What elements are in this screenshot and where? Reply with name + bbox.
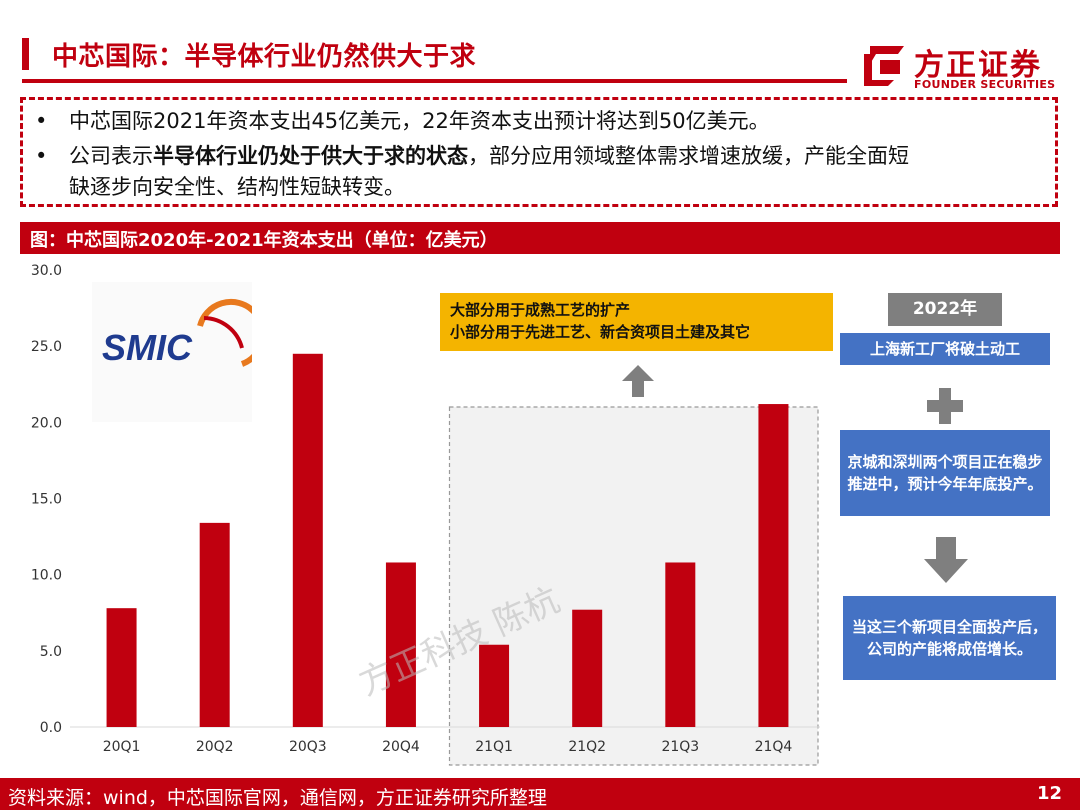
bullet-text-prefix: 公司表示 xyxy=(69,144,153,168)
bullet-text-line2: 缺逐步向安全性、结构性短缺转变。 xyxy=(69,175,405,199)
smic-logo-text: SMIC xyxy=(102,327,193,368)
bullet-text: 公司表示半导体行业仍处于供大于求的状态，部分应用领域整体需求增速放缓，产能全面短 xyxy=(69,141,909,172)
y-tick-label: 5.0 xyxy=(40,644,62,660)
highlight-region xyxy=(448,406,819,766)
x-tick-label: 20Q3 xyxy=(289,739,327,755)
bar-20Q2 xyxy=(199,522,230,727)
bullet-text-suffix: ，部分应用领域整体需求增速放缓，产能全面短 xyxy=(468,144,909,168)
x-tick-label: 20Q2 xyxy=(196,739,234,755)
figure-title: 图：中芯国际2020年-2021年资本支出（单位：亿美元） xyxy=(30,230,498,251)
figure-title-bar: 图：中芯国际2020年-2021年资本支出（单位：亿美元） xyxy=(20,222,1060,254)
bar-21Q2 xyxy=(572,609,603,727)
capex-bar-chart: 0.0 5.0 10.0 15.0 20.0 25.0 30.0 20Q1 20Q2 20Q3 20… xyxy=(31,263,820,766)
plan-callout-shanghai: 上海新工厂将破土动工 xyxy=(840,333,1050,365)
founder-securities-logo: 方正证券 FOUNDER SECURITIES xyxy=(862,40,1062,92)
usage-callout-line2: 小部分用于先进工艺、新合资项目土建及其它 xyxy=(450,323,751,341)
x-tick-label: 21Q3 xyxy=(661,739,699,755)
bar-21Q4 xyxy=(758,404,789,727)
bullet-text: 中芯国际2021年资本支出45亿美元，22年资本支出预计将达到50亿美元。 xyxy=(69,109,770,133)
arrow-down-icon xyxy=(924,537,968,583)
y-tick-label: 30.0 xyxy=(31,263,62,279)
x-tick-label: 21Q1 xyxy=(475,739,513,755)
bullet-dot: • xyxy=(35,109,48,133)
y-tick-label: 20.0 xyxy=(31,415,62,431)
bar-20Q1 xyxy=(106,608,137,727)
plan-callout-beijing-shenzhen: 京城和深圳两个项目正在稳步推进中，预计今年年底投产。 xyxy=(840,430,1050,516)
source-note: 资料来源：wind，中芯国际官网，通信网，方正证券研究所整理 xyxy=(8,787,547,809)
logo-name: 方正证券 xyxy=(914,48,1042,83)
x-tick-label: 20Q4 xyxy=(382,739,420,755)
bar-20Q3 xyxy=(292,353,323,727)
x-tick-label: 21Q2 xyxy=(568,739,606,755)
plan-callout-capacity: 当这三个新项目全面投产后，公司的产能将成倍增长。 xyxy=(843,596,1056,680)
page-number: 12 xyxy=(1036,783,1062,804)
summary-box: • 中芯国际2021年资本支出45亿美元，22年资本支出预计将达到50亿美元。 … xyxy=(20,97,1058,207)
page-title: 中芯国际：半导体行业仍然供大于求 xyxy=(52,42,477,72)
bar-21Q3 xyxy=(665,562,696,727)
y-tick-label: 15.0 xyxy=(31,492,62,508)
arrow-up-icon xyxy=(622,365,654,397)
usage-callout: 大部分用于成熟工艺的扩产 小部分用于先进工艺、新合资项目土建及其它 xyxy=(440,293,833,351)
bullet-text-bold: 半导体行业仍处于供大于求的状态 xyxy=(153,144,468,168)
y-tick-label: 0.0 xyxy=(40,720,62,736)
smic-logo-icon: SMIC xyxy=(102,298,266,368)
y-tick-label: 25.0 xyxy=(31,339,62,355)
bar-21Q1 xyxy=(479,644,510,727)
x-tick-label: 21Q4 xyxy=(755,739,793,755)
smic-logo: SMIC xyxy=(92,282,266,422)
founder-logo-icon xyxy=(864,46,904,86)
usage-callout-line1: 大部分用于成熟工艺的扩产 xyxy=(450,301,631,319)
year-label: 2022年 xyxy=(888,293,1002,326)
bar-20Q4 xyxy=(385,562,416,727)
footer-bar: 资料来源：wind，中芯国际官网，通信网，方正证券研究所整理 12 xyxy=(0,778,1080,810)
logo-subtitle: FOUNDER SECURITIES xyxy=(914,78,1056,91)
x-tick-label: 20Q1 xyxy=(103,739,141,755)
title-underline xyxy=(22,79,847,83)
title-accent-bar xyxy=(22,38,29,70)
bullet-dot: • xyxy=(35,144,48,168)
plus-icon xyxy=(927,388,963,424)
y-tick-label: 10.0 xyxy=(31,568,62,584)
